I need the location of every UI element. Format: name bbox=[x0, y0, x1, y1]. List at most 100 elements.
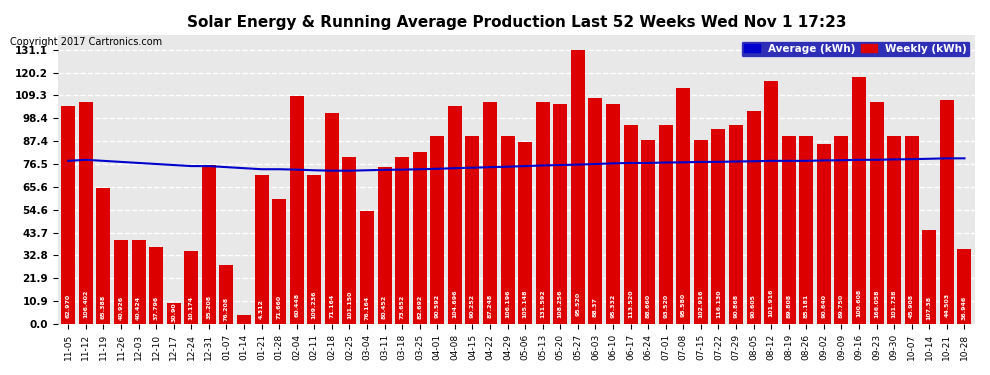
Bar bbox=[746, 111, 760, 324]
Text: 87.248: 87.248 bbox=[487, 293, 492, 318]
Bar bbox=[377, 167, 392, 324]
Text: 101.738: 101.738 bbox=[892, 290, 897, 318]
Bar bbox=[61, 106, 75, 324]
Bar bbox=[114, 240, 128, 324]
Bar bbox=[272, 198, 286, 324]
Bar bbox=[676, 88, 690, 324]
Text: 90.252: 90.252 bbox=[470, 294, 475, 318]
Text: 113.520: 113.520 bbox=[628, 290, 633, 318]
Text: 166.058: 166.058 bbox=[874, 289, 879, 318]
Bar bbox=[254, 176, 268, 324]
Bar bbox=[431, 136, 445, 324]
Text: 76.164: 76.164 bbox=[364, 296, 369, 320]
Bar bbox=[957, 249, 971, 324]
Bar bbox=[202, 165, 216, 324]
Text: 88.660: 88.660 bbox=[645, 294, 650, 318]
Text: 131.592: 131.592 bbox=[541, 289, 545, 318]
Text: 104.696: 104.696 bbox=[452, 289, 457, 318]
Text: 102.916: 102.916 bbox=[698, 290, 703, 318]
Text: 95.332: 95.332 bbox=[611, 293, 616, 318]
Text: 90.868: 90.868 bbox=[734, 294, 739, 318]
Text: 95.580: 95.580 bbox=[681, 293, 686, 317]
Bar bbox=[465, 136, 479, 324]
Bar bbox=[79, 102, 93, 324]
Bar bbox=[905, 136, 919, 324]
Text: 89.750: 89.750 bbox=[839, 294, 843, 318]
Bar bbox=[220, 266, 234, 324]
Title: Solar Energy & Running Average Production Last 52 Weeks Wed Nov 1 17:23: Solar Energy & Running Average Productio… bbox=[186, 15, 846, 30]
Bar bbox=[606, 104, 620, 324]
Text: 30.90: 30.90 bbox=[171, 302, 176, 321]
Bar bbox=[343, 157, 356, 324]
Text: 4.312: 4.312 bbox=[259, 299, 264, 319]
Bar bbox=[923, 230, 937, 324]
Text: 90.640: 90.640 bbox=[822, 294, 827, 318]
Text: 82.692: 82.692 bbox=[417, 294, 422, 318]
Text: 10.174: 10.174 bbox=[189, 296, 194, 321]
Text: 76.208: 76.208 bbox=[224, 297, 229, 321]
Text: 106.402: 106.402 bbox=[83, 289, 88, 318]
Text: 93.520: 93.520 bbox=[663, 294, 668, 318]
Bar bbox=[536, 102, 549, 324]
Text: 116.130: 116.130 bbox=[716, 290, 721, 318]
Text: 90.605: 90.605 bbox=[751, 294, 756, 318]
Text: 36.946: 36.946 bbox=[962, 296, 967, 320]
Bar bbox=[799, 136, 814, 324]
Bar bbox=[694, 140, 708, 324]
Bar bbox=[869, 102, 884, 324]
Bar bbox=[325, 113, 339, 324]
Text: 35.208: 35.208 bbox=[206, 295, 211, 319]
Bar bbox=[588, 98, 603, 324]
Text: 62.970: 62.970 bbox=[65, 294, 70, 318]
Bar bbox=[624, 125, 638, 324]
Bar bbox=[817, 144, 831, 324]
Text: 44.503: 44.503 bbox=[944, 293, 949, 318]
Text: 40.926: 40.926 bbox=[119, 296, 124, 320]
Text: 71.164: 71.164 bbox=[330, 294, 335, 318]
Text: 108.256: 108.256 bbox=[557, 289, 562, 318]
Legend: Average (kWh), Weekly (kWh): Average (kWh), Weekly (kWh) bbox=[742, 40, 970, 57]
Bar bbox=[447, 106, 462, 324]
Text: 101.150: 101.150 bbox=[346, 290, 351, 319]
Text: Copyright 2017 Cartronics.com: Copyright 2017 Cartronics.com bbox=[10, 37, 162, 47]
Bar bbox=[149, 247, 163, 324]
Bar bbox=[852, 77, 866, 324]
Bar bbox=[166, 303, 181, 324]
Bar bbox=[132, 240, 146, 324]
Text: 105.148: 105.148 bbox=[523, 290, 528, 318]
Text: 85.181: 85.181 bbox=[804, 294, 809, 318]
Bar bbox=[184, 251, 198, 324]
Bar bbox=[887, 136, 901, 324]
Bar bbox=[553, 104, 567, 324]
Bar bbox=[764, 81, 778, 324]
Text: 107.38: 107.38 bbox=[927, 296, 932, 320]
Bar bbox=[729, 125, 743, 324]
Text: 101.916: 101.916 bbox=[768, 289, 773, 317]
Bar bbox=[835, 136, 848, 324]
Bar bbox=[658, 125, 673, 324]
Bar bbox=[782, 136, 796, 324]
Text: 100.608: 100.608 bbox=[856, 289, 861, 317]
Text: 40.424: 40.424 bbox=[136, 296, 141, 320]
Bar bbox=[712, 129, 726, 324]
Text: 106.196: 106.196 bbox=[505, 290, 510, 318]
Bar bbox=[518, 142, 533, 324]
Text: 95.520: 95.520 bbox=[575, 292, 580, 316]
Text: 88.37: 88.37 bbox=[593, 297, 598, 317]
Bar bbox=[571, 50, 585, 324]
Bar bbox=[642, 140, 655, 324]
Bar bbox=[290, 96, 304, 324]
Bar bbox=[360, 211, 374, 324]
Text: 65.388: 65.388 bbox=[101, 295, 106, 319]
Text: 90.592: 90.592 bbox=[435, 294, 440, 318]
Bar bbox=[413, 153, 427, 324]
Text: 89.808: 89.808 bbox=[786, 294, 791, 318]
Text: 37.796: 37.796 bbox=[153, 296, 158, 320]
Bar bbox=[237, 315, 251, 324]
Text: 80.452: 80.452 bbox=[382, 295, 387, 319]
Bar bbox=[96, 188, 111, 324]
Text: 60.448: 60.448 bbox=[294, 293, 299, 317]
Bar bbox=[483, 102, 497, 324]
Bar bbox=[307, 176, 322, 324]
Text: 71.660: 71.660 bbox=[276, 295, 281, 320]
